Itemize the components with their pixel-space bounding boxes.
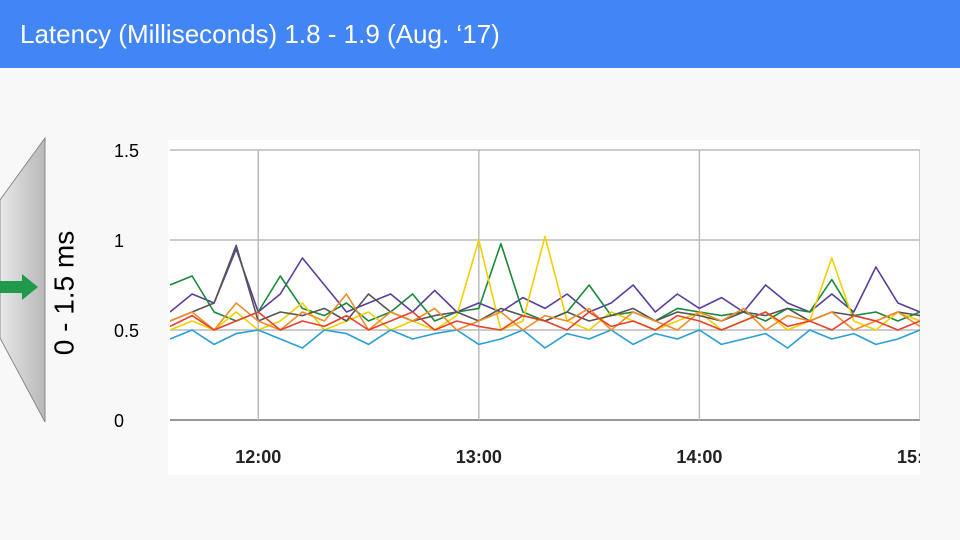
y-tick-label: 1 (114, 231, 124, 251)
series-line (170, 311, 920, 331)
header-bar (0, 0, 960, 68)
range-label: 0 - 1.5 ms (48, 231, 79, 355)
x-tick-label: 14:00 (676, 447, 722, 467)
y-tick-label: 1.5 (114, 141, 139, 161)
slide-title: Latency (Milliseconds) 1.8 - 1.9 (Aug. ‘… (20, 19, 500, 49)
chart: 0 0.5 1 1.5 12:00 13:00 14:00 15:00 (114, 141, 943, 467)
plot-area: 12:00 13:00 14:00 15:00 (170, 150, 943, 467)
series-line (170, 235, 920, 331)
series-line (170, 293, 920, 331)
arrow (0, 274, 38, 300)
x-tick-label: 12:00 (235, 447, 281, 467)
series-line (170, 329, 920, 349)
y-tick-label: 0 (114, 411, 124, 431)
x-tick-label: 15:00 (897, 447, 943, 467)
series-line (170, 248, 920, 313)
y-tick-label: 0.5 (114, 321, 139, 341)
x-tick-label: 13:00 (456, 447, 502, 467)
